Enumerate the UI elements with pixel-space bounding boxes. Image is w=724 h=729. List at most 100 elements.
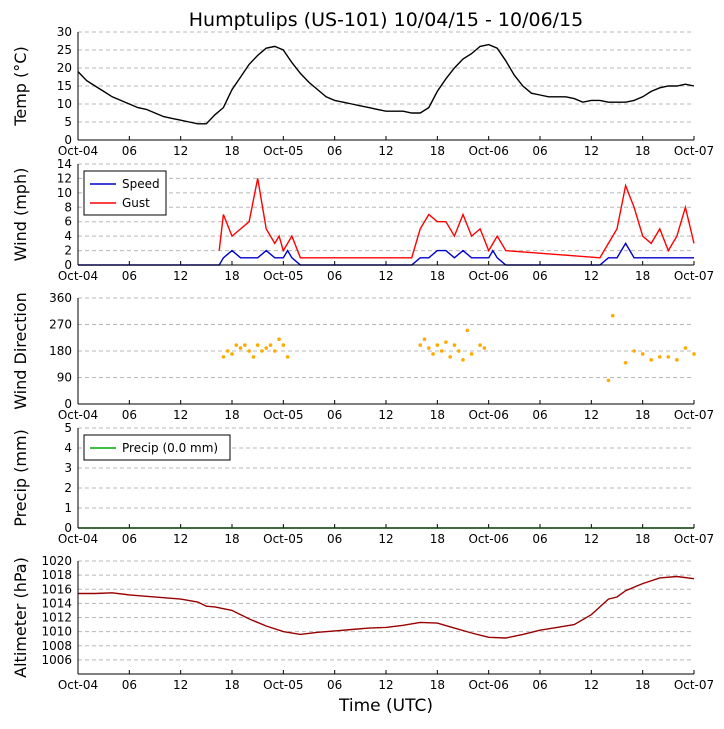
y-axis-label-wind: Wind (mph) [11,168,30,262]
x-tick-label-precip-0: Oct-04 [58,532,98,546]
y-tick-label-direction-2: 180 [49,344,72,358]
point-direction-34 [632,349,636,353]
x-tick-label-temp-10: 12 [584,144,599,158]
y-tick-label-precip-4: 4 [64,441,72,455]
x-tick-label-wind-4: Oct-05 [263,269,303,283]
y-tick-label-direction-0: 0 [64,397,72,411]
x-tick-label-wind-7: 18 [430,269,445,283]
y-tick-label-altimeter-6: 1018 [41,568,72,582]
point-direction-16 [418,343,423,347]
point-direction-33 [623,360,628,365]
point-direction-39 [675,358,679,362]
x-tick-label-altimeter-6: 12 [378,678,393,692]
y-tick-label-altimeter-3: 1012 [41,611,72,625]
x-tick-label-precip-2: 12 [173,532,188,546]
point-direction-18 [426,346,431,350]
x-tick-label-direction-9: 06 [532,408,547,422]
y-axis-label-precip: Precip (mm) [11,429,30,527]
x-tick-label-precip-7: 18 [430,532,445,546]
series-line-wind-0 [78,242,694,266]
point-direction-14 [281,343,286,347]
y-tick-label-temp-2: 10 [57,97,72,111]
y-tick-label-temp-1: 5 [64,115,72,129]
x-tick-label-altimeter-12: Oct-07 [674,678,714,692]
point-direction-31 [606,378,611,383]
x-tick-label-altimeter-11: 18 [635,678,650,692]
point-direction-17 [422,337,427,342]
point-direction-20 [435,343,440,347]
y-tick-label-wind-6: 12 [57,171,72,185]
x-tick-label-direction-0: Oct-04 [58,408,98,422]
y-tick-label-wind-7: 14 [57,157,72,171]
x-tick-label-wind-5: 06 [327,269,342,283]
x-tick-label-temp-5: 06 [327,144,342,158]
x-tick-label-wind-9: 06 [532,269,547,283]
y-tick-label-wind-5: 10 [57,186,72,200]
x-tick-label-altimeter-4: Oct-05 [263,678,303,692]
point-direction-22 [444,340,448,344]
x-tick-label-altimeter-7: 18 [430,678,445,692]
point-direction-38 [666,355,671,359]
y-tick-label-wind-4: 8 [64,200,72,214]
x-tick-label-wind-2: 12 [173,269,188,283]
y-tick-label-temp-6: 30 [57,25,72,39]
point-direction-26 [461,358,465,362]
point-direction-9 [260,349,264,353]
point-direction-6 [247,349,251,353]
point-direction-36 [649,358,654,362]
y-tick-label-precip-2: 2 [64,481,72,495]
x-tick-label-altimeter-5: 06 [327,678,342,692]
y-tick-label-temp-3: 15 [57,79,72,93]
point-direction-28 [469,352,474,356]
x-tick-label-altimeter-1: 06 [122,678,137,692]
panel-temp: 0 5 10 15 20 25 30 Oct-04 06 12 18 Oct-05 06 12 18 Oct-… [11,25,714,158]
y-tick-label-altimeter-2: 1010 [41,625,72,639]
x-tick-label-temp-9: 06 [532,144,547,158]
x-tick-label-precip-11: 18 [635,532,650,546]
x-tick-label-precip-4: Oct-05 [263,532,303,546]
x-tick-label-wind-11: 18 [635,269,650,283]
x-tick-label-temp-12: Oct-07 [674,144,714,158]
x-tick-label-direction-11: 18 [635,408,650,422]
x-axis-label: Time (UTC) [338,696,433,716]
point-direction-2 [230,352,234,356]
x-tick-label-wind-1: 06 [122,269,137,283]
point-direction-15 [285,355,290,359]
series-line-altimeter-0 [78,575,695,639]
y-tick-label-wind-3: 6 [64,215,72,229]
x-tick-label-altimeter-10: 12 [584,678,599,692]
x-tick-label-direction-10: 12 [584,408,599,422]
x-tick-label-direction-5: 06 [327,408,342,422]
point-direction-40 [683,346,688,350]
y-tick-label-direction-4: 360 [49,291,72,305]
point-direction-41 [692,352,696,356]
x-tick-label-temp-0: Oct-04 [58,144,98,158]
chart-title: Humptulips (US-101) 10/04/15 - 10/06/15 [189,9,584,31]
x-tick-label-direction-4: Oct-05 [263,408,303,422]
y-tick-label-temp-4: 20 [57,61,72,75]
y-tick-label-altimeter-0: 1006 [41,653,72,667]
y-tick-label-precip-5: 5 [64,421,72,435]
y-tick-label-wind-2: 4 [64,229,72,243]
x-tick-label-precip-3: 18 [224,532,239,546]
y-tick-label-altimeter-5: 1016 [41,582,72,596]
x-tick-label-direction-3: 18 [224,408,239,422]
point-direction-5 [243,343,247,347]
y-axis-label-altimeter: Altimeter (hPa) [11,557,30,678]
series-line-wind-1 [218,178,695,259]
legend-label-wind-1: Gust [122,196,150,210]
x-tick-label-direction-7: 18 [430,408,445,422]
y-tick-label-altimeter-7: 1020 [41,554,72,568]
point-direction-19 [431,352,435,356]
y-tick-label-direction-1: 90 [57,371,72,385]
x-tick-label-wind-12: Oct-07 [674,269,714,283]
x-tick-label-temp-11: 18 [635,144,650,158]
legend-label-precip-0: Precip (0.0 mm) [122,441,218,455]
x-tick-label-altimeter-2: 12 [173,678,188,692]
x-tick-label-direction-1: 06 [122,408,137,422]
